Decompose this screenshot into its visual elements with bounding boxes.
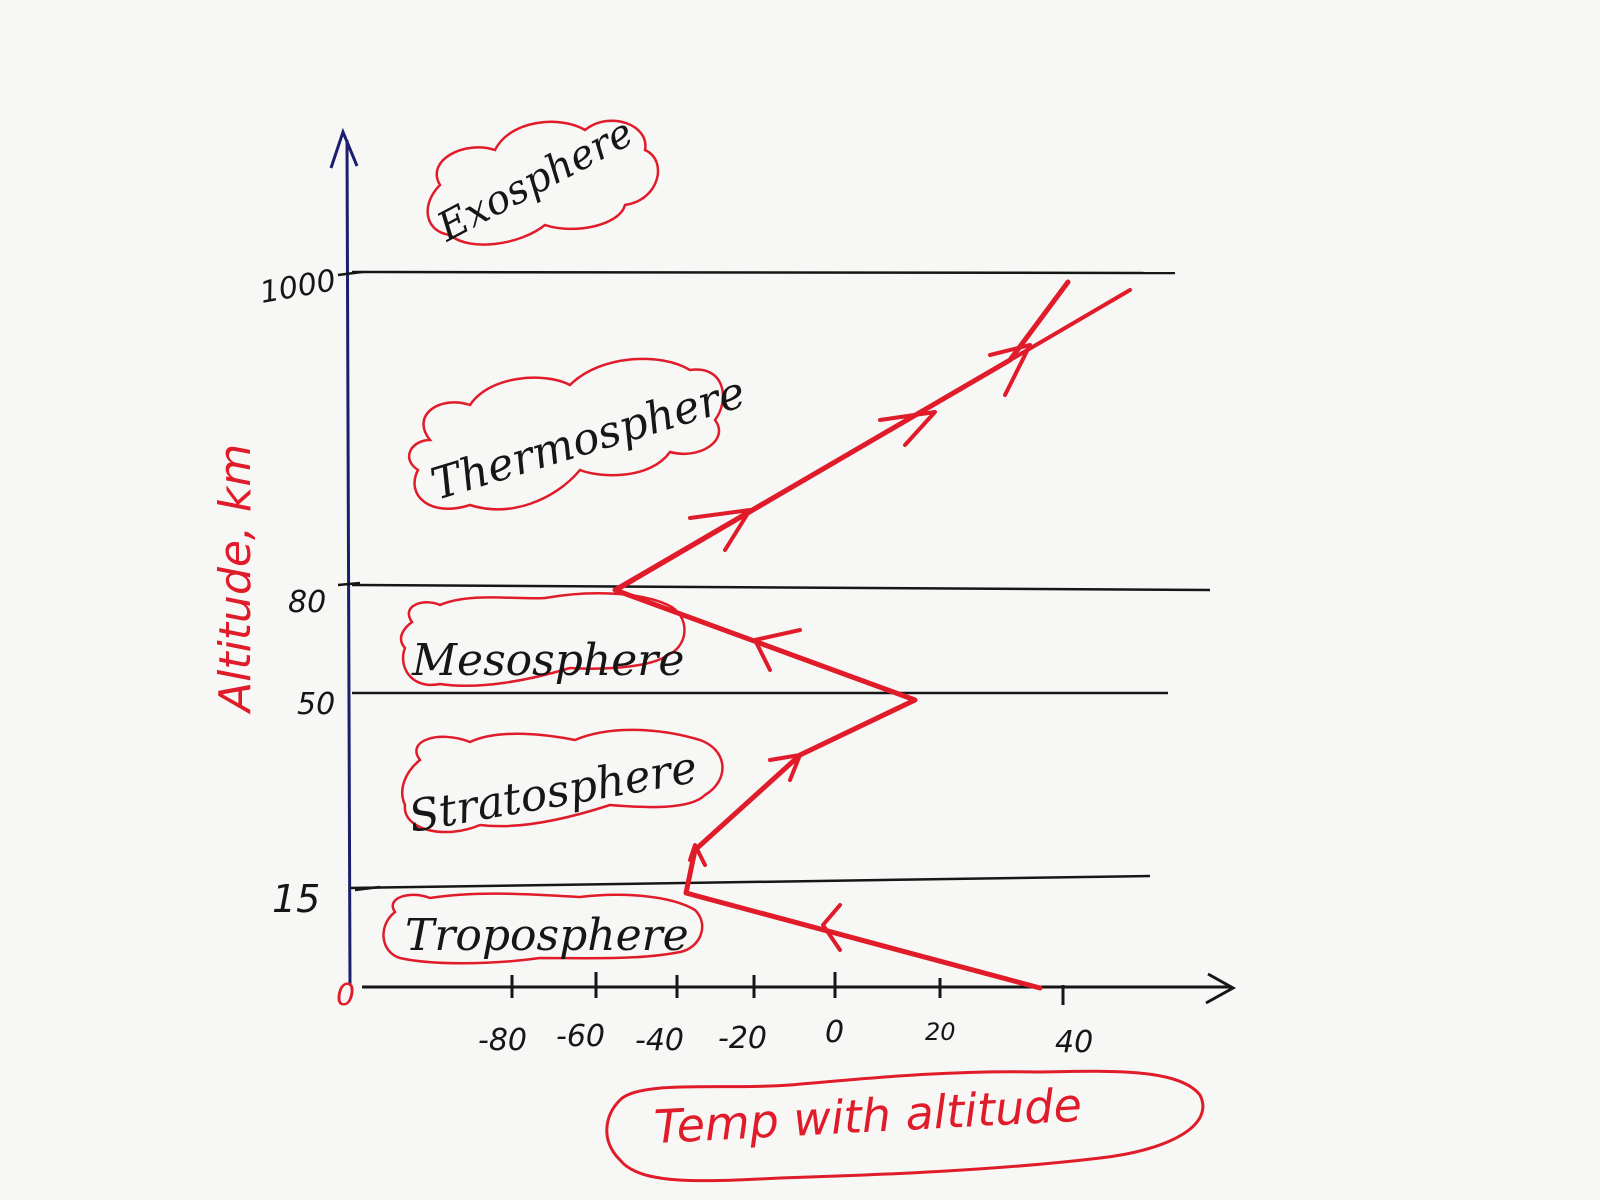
cloud-outline-exosphere — [426, 119, 660, 246]
layer-name-exosphere: Exosphere — [429, 110, 641, 252]
y-axis-title: Altitude, km — [210, 444, 261, 715]
x-tick-labels: -80 -60 -40 -20 0 20 40 — [478, 1015, 1093, 1060]
y-tick-15 — [354, 885, 381, 892]
profile-arrow-icon — [988, 343, 1032, 397]
origin-label: 0 — [336, 978, 355, 1013]
temperature-profile — [612, 279, 1132, 991]
layer-name-troposphere: Troposphere — [405, 910, 689, 961]
layer-label-exosphere: Exosphere — [426, 110, 660, 252]
x-tick-label-40: 40 — [1055, 1025, 1093, 1060]
cloud-outline-mesosphere — [399, 592, 686, 687]
x-tick-marks — [510, 972, 1065, 1005]
y-axis-arrow-icon — [329, 127, 359, 169]
layer-label-mesosphere: Mesosphere — [399, 592, 686, 687]
profile-arrow-icon — [821, 903, 842, 952]
cloud-outline-troposphere — [382, 892, 704, 965]
y-tick-labels: 1000 80 50 15 0 — [257, 263, 355, 1013]
cloud-outline-thermosphere — [407, 357, 725, 511]
x-tick-label-minus-60: -60 — [556, 1019, 605, 1054]
layer-name-thermosphere: Thermosphere — [425, 367, 751, 511]
boundary-line-15 — [349, 874, 1151, 890]
y-tick-label-80: 80 — [288, 585, 326, 620]
profile-arrow-icon — [688, 843, 707, 867]
cloud-outline-stratosphere — [401, 728, 724, 834]
y-tick-label-1000: 1000 — [257, 263, 338, 311]
y-tick-label-15: 15 — [272, 877, 320, 921]
y-tick-80 — [337, 581, 361, 587]
caption: Temp with altitude — [605, 1069, 1205, 1183]
caption-text: Temp with altitude — [653, 1078, 1083, 1154]
caption-outline — [605, 1069, 1205, 1183]
layer-name-stratosphere: Stratosphere — [405, 742, 701, 843]
y-tick-1000 — [337, 270, 363, 277]
layer-label-thermosphere: Thermosphere — [407, 357, 751, 511]
layer-boundaries — [337, 270, 1211, 892]
profile-arrow-icon — [688, 508, 752, 552]
x-tick-label-20: 20 — [925, 1018, 956, 1046]
layer-label-stratosphere: Stratosphere — [401, 728, 724, 843]
boundary-line-1000 — [351, 270, 1176, 275]
x-tick-label-minus-20: -20 — [718, 1021, 767, 1056]
x-tick-label-0: 0 — [825, 1015, 844, 1050]
layer-name-mesosphere: Mesosphere — [411, 635, 684, 686]
profile-line-secondary — [615, 288, 1132, 592]
x-axis — [362, 972, 1237, 1005]
y-tick-label-50: 50 — [297, 687, 335, 722]
profile-arrow-icon — [753, 628, 802, 672]
x-tick-label-minus-80: -80 — [478, 1023, 527, 1058]
profile-arrow-icon — [878, 410, 937, 447]
y-axis — [329, 127, 359, 986]
profile-arrow-icon — [768, 753, 802, 782]
boundary-line-80 — [351, 583, 1211, 592]
x-tick-label-minus-40: -40 — [635, 1023, 684, 1058]
layer-label-troposphere: Troposphere — [382, 892, 704, 965]
x-axis-arrow-icon — [1205, 972, 1237, 1005]
